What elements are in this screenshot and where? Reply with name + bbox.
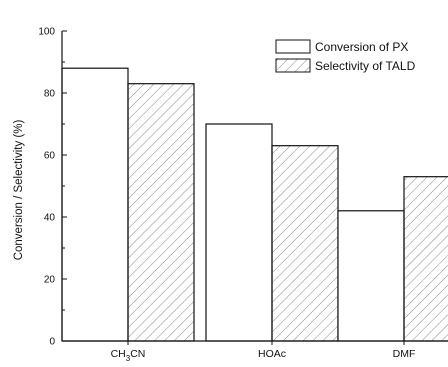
- x-category-label: HOAc: [258, 348, 286, 360]
- legend-swatch-conversion: [275, 39, 311, 54]
- y-tick-label: 60: [44, 151, 56, 162]
- bar-conversion-1: [205, 123, 273, 342]
- bar-selectivity-1: [271, 145, 339, 342]
- y-tick-label: 0: [49, 337, 55, 348]
- bar-selectivity-0: [127, 83, 195, 342]
- bars-group: [61, 67, 448, 342]
- y-tick-label: 80: [44, 89, 56, 100]
- y-tick-label: 20: [44, 275, 56, 286]
- legend-label-conversion: Conversion of PX: [315, 40, 408, 54]
- x-category-label: CH3CN: [111, 348, 146, 363]
- bar-conversion-0: [61, 67, 129, 342]
- legend-swatch-selectivity: [275, 58, 311, 73]
- bar-conversion-2: [337, 210, 405, 342]
- bar-selectivity-2: [403, 176, 448, 342]
- legend: Conversion of PX Selectivity of TALD: [275, 39, 416, 73]
- axes-group: 0 20 40 60 80 100 CH3CN HOAc DMF: [38, 27, 448, 363]
- y-axis-title: Conversion / Selectivity (%): [13, 120, 25, 261]
- legend-label-selectivity: Selectivity of TALD: [315, 59, 416, 73]
- x-category-label: DMF: [393, 348, 416, 360]
- y-tick-label: 40: [44, 213, 56, 224]
- y-tick-label: 100: [38, 27, 55, 38]
